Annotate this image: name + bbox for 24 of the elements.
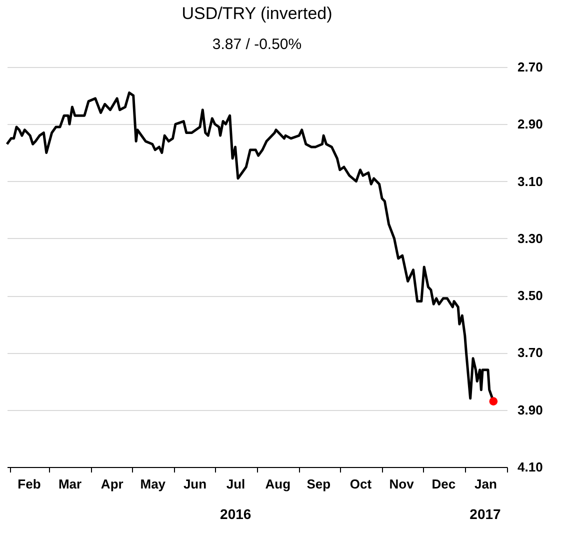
y-tick-label: 2.70 — [518, 60, 543, 74]
x-tick-label: Nov — [389, 476, 415, 492]
y-tick-label: 3.70 — [518, 345, 543, 360]
y-tick-label: 3.10 — [518, 174, 543, 189]
chart-title: USD/TRY (inverted) — [182, 4, 332, 23]
x-tick-label: Dec — [432, 476, 456, 492]
x-tick-label: Jun — [183, 476, 207, 492]
x-tick-label: Aug — [265, 476, 291, 492]
y-tick-label: 3.90 — [518, 402, 543, 418]
y-tick-label: 2.90 — [518, 116, 543, 132]
x-tick-label: Apr — [100, 476, 124, 492]
y-tick-label: 4.10 — [518, 460, 543, 474]
y-tick-label: 3.30 — [518, 230, 543, 246]
x-tick-label: May — [140, 476, 166, 492]
x-tick-label: Feb — [18, 476, 41, 492]
x-tick-label: Mar — [58, 476, 82, 492]
text: 2017 — [470, 506, 502, 522]
x-tick-label: Sep — [306, 476, 331, 492]
y-tick-label: 3.50 — [518, 288, 543, 304]
text: 2016 — [220, 506, 252, 522]
x-tick-label: Jul — [226, 476, 246, 492]
chart-subtitle: 3.87 / -0.50% — [212, 36, 302, 53]
x-tick-label: Jan — [474, 476, 498, 492]
x-tick-label: Oct — [350, 476, 372, 492]
